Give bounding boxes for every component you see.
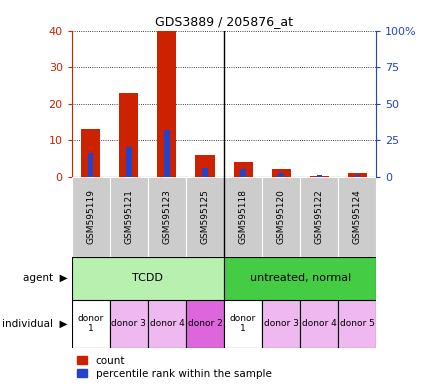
Legend: count, percentile rank within the sample: count, percentile rank within the sample [77, 356, 271, 379]
Bar [157, 31, 176, 177]
Text: GSM595120: GSM595120 [276, 190, 285, 244]
Bar [119, 93, 138, 177]
Bar [186, 177, 224, 257]
Bar [261, 300, 299, 348]
Text: untreated, normal: untreated, normal [249, 273, 350, 283]
Bar [309, 176, 328, 177]
Bar [126, 147, 131, 177]
Bar [81, 129, 100, 177]
Bar [72, 177, 109, 257]
Bar [109, 300, 148, 348]
Bar [224, 177, 261, 257]
Bar [224, 300, 261, 348]
Bar [202, 168, 207, 177]
Bar [72, 257, 224, 300]
Text: GSM595125: GSM595125 [200, 190, 209, 244]
Bar [109, 177, 148, 257]
Text: donor 4: donor 4 [301, 319, 336, 328]
Text: donor 4: donor 4 [149, 319, 184, 328]
Bar [148, 300, 186, 348]
Bar [240, 169, 245, 177]
Text: GSM595123: GSM595123 [162, 190, 171, 244]
Text: GSM595119: GSM595119 [86, 189, 95, 245]
Bar [278, 173, 283, 177]
Title: GDS3889 / 205876_at: GDS3889 / 205876_at [155, 15, 293, 28]
Text: GSM595124: GSM595124 [352, 190, 361, 244]
Bar [347, 173, 366, 177]
Text: GSM595122: GSM595122 [314, 190, 323, 244]
Bar [148, 177, 186, 257]
Text: donor 3: donor 3 [111, 319, 146, 328]
Text: individual  ▶: individual ▶ [2, 318, 67, 329]
Bar [186, 300, 224, 348]
Bar [299, 300, 338, 348]
Text: donor
1: donor 1 [78, 314, 104, 333]
Text: donor 5: donor 5 [339, 319, 374, 328]
Bar [72, 300, 109, 348]
Bar [233, 162, 252, 177]
Bar [261, 177, 299, 257]
Bar [338, 300, 375, 348]
Bar [224, 257, 375, 300]
Bar [88, 153, 93, 177]
Text: agent  ▶: agent ▶ [23, 273, 67, 283]
Bar [271, 169, 290, 177]
Text: donor 3: donor 3 [263, 319, 298, 328]
Bar [299, 177, 338, 257]
Text: donor 2: donor 2 [187, 319, 222, 328]
Text: TCDD: TCDD [132, 273, 163, 283]
Bar [338, 177, 375, 257]
Bar [164, 130, 169, 177]
Bar [316, 175, 321, 177]
Text: GSM595118: GSM595118 [238, 189, 247, 245]
Bar [195, 155, 214, 177]
Text: GSM595121: GSM595121 [124, 190, 133, 244]
Bar [354, 175, 359, 177]
Text: donor
1: donor 1 [230, 314, 256, 333]
